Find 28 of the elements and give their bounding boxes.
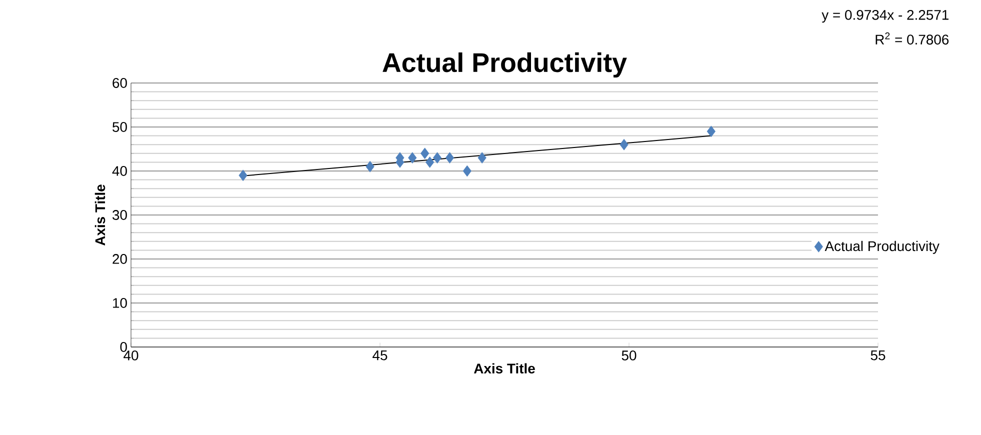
point — [478, 152, 486, 164]
y-axis-title: Axis Title — [94, 184, 106, 246]
point — [462, 165, 472, 177]
text: y = 0.9734x - 2.2571 — [822, 10, 948, 23]
y-tick-label: 60 — [112, 78, 127, 88]
chart-title: Actual Productivity — [382, 52, 627, 78]
point — [706, 126, 716, 138]
x-axis-title: Axis Title — [474, 363, 535, 374]
point — [408, 152, 417, 164]
y-tick-label: 20 — [112, 254, 127, 264]
point — [620, 138, 628, 150]
x-tick-label: 40 — [124, 350, 138, 360]
y-tick-label: 30 — [112, 210, 127, 220]
point — [420, 148, 430, 160]
point — [445, 152, 454, 164]
x-tick-label: 55 — [870, 350, 886, 360]
x-tick-label: 45 — [372, 350, 388, 360]
text: R$^{2}$ = 0.7806 — [876, 32, 949, 45]
y-tick-label: 40 — [112, 166, 127, 176]
x-tick-label: 50 — [622, 350, 636, 360]
point — [366, 160, 374, 172]
point — [432, 152, 442, 164]
legend-label: Actual Productivity — [824, 240, 940, 254]
y-tick-label: 50 — [112, 122, 127, 132]
point — [238, 170, 248, 182]
point — [425, 156, 434, 168]
y-tick-label: 10 — [113, 298, 127, 308]
y-tick-label: 0 — [120, 342, 127, 352]
